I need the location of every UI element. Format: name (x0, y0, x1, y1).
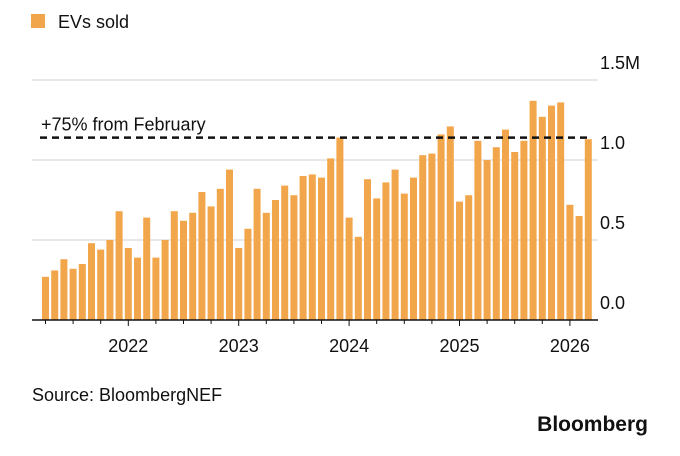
bar (262, 212, 270, 320)
bar (78, 264, 86, 320)
bar (538, 116, 546, 320)
y-tick-label: 1.5M (600, 53, 640, 73)
bar (511, 152, 519, 320)
bar (575, 216, 583, 320)
bar (106, 240, 114, 320)
bar (272, 200, 279, 320)
x-tick-label: 2023 (219, 336, 259, 356)
bar (299, 176, 307, 320)
bar (446, 126, 454, 321)
bar (51, 270, 59, 320)
bar (382, 182, 390, 320)
bar (364, 179, 371, 320)
bar (410, 177, 417, 320)
bar (152, 257, 160, 320)
bar (465, 195, 473, 320)
brand: Bloomberg (537, 413, 648, 436)
legend-swatch (31, 14, 45, 28)
bar (419, 155, 427, 320)
x-tick-label: 2024 (329, 336, 369, 356)
bar (502, 129, 509, 320)
source: Source: BloombergNEF (32, 385, 222, 405)
bar (308, 174, 316, 320)
bar (428, 153, 436, 320)
x-tick-label: 2022 (108, 336, 148, 356)
bar (318, 177, 325, 320)
bar (226, 169, 233, 320)
bar (134, 257, 141, 320)
bar (180, 220, 187, 320)
bar (566, 204, 574, 320)
bar (97, 249, 105, 320)
bar (207, 206, 215, 320)
bar (253, 188, 261, 320)
bar (400, 193, 408, 320)
bar (244, 228, 252, 320)
bar (391, 169, 399, 320)
bar (170, 211, 178, 320)
legend-label: EVs sold (58, 12, 129, 32)
bar (161, 240, 169, 320)
bar (281, 185, 289, 320)
bar (456, 201, 463, 320)
bar (198, 192, 206, 320)
bar (529, 100, 537, 320)
bar (124, 248, 132, 320)
x-tick-label: 2026 (550, 336, 590, 356)
bar (42, 276, 49, 320)
bar (290, 195, 298, 320)
bar (548, 105, 555, 320)
bar (437, 134, 445, 320)
bar (354, 236, 362, 320)
x-tick-label: 2025 (439, 336, 479, 356)
bar (557, 102, 565, 321)
bar (345, 217, 353, 320)
bar (483, 160, 491, 320)
y-tick-label: 0.0 (600, 293, 625, 313)
bar (60, 259, 68, 320)
bar (373, 198, 381, 320)
bar (69, 268, 77, 320)
bar (492, 147, 500, 320)
bar (235, 248, 243, 320)
bar (520, 140, 528, 320)
bar (115, 211, 123, 320)
reference-label: +75% from February (41, 115, 206, 135)
y-tick-label: 1.0 (600, 133, 625, 153)
bar (327, 158, 335, 320)
bar (189, 212, 197, 320)
bar (474, 140, 482, 320)
bar (143, 217, 151, 320)
bar (584, 139, 592, 320)
bar (216, 188, 224, 320)
y-tick-label: 0.5 (600, 213, 625, 233)
bar (88, 243, 95, 320)
bar (336, 137, 344, 320)
